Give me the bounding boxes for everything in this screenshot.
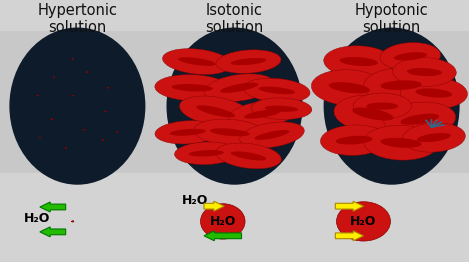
Ellipse shape [417,133,451,142]
Ellipse shape [9,28,145,185]
Ellipse shape [324,28,460,185]
Polygon shape [71,221,74,222]
Ellipse shape [204,74,274,102]
Ellipse shape [380,42,440,70]
Ellipse shape [194,119,266,145]
FancyArrow shape [204,201,224,211]
Polygon shape [51,119,53,120]
Ellipse shape [231,151,266,160]
Text: Isotonic
solution: Isotonic solution [205,3,264,35]
Ellipse shape [324,46,394,77]
Ellipse shape [334,95,412,133]
Ellipse shape [394,52,427,61]
Polygon shape [107,87,109,88]
Ellipse shape [353,93,411,119]
Polygon shape [65,148,67,149]
Polygon shape [39,137,41,138]
Ellipse shape [255,130,289,140]
Polygon shape [72,95,74,96]
Polygon shape [53,77,55,78]
Polygon shape [105,111,106,112]
Polygon shape [72,95,73,96]
Ellipse shape [155,121,220,144]
Text: Hypotonic
solution: Hypotonic solution [355,3,429,35]
FancyArrow shape [40,202,66,212]
Ellipse shape [336,136,372,145]
Ellipse shape [329,82,370,94]
Ellipse shape [352,107,393,121]
FancyArrow shape [40,227,66,237]
Ellipse shape [228,101,297,127]
Ellipse shape [311,70,387,106]
Ellipse shape [384,102,456,136]
Polygon shape [84,129,85,130]
Ellipse shape [166,28,303,185]
Ellipse shape [231,58,266,65]
Text: Hypertonic
solution: Hypertonic solution [38,3,117,35]
Text: H₂O: H₂O [350,215,377,228]
Polygon shape [37,95,38,96]
Ellipse shape [320,125,388,155]
Ellipse shape [220,83,258,93]
Polygon shape [83,129,85,130]
Ellipse shape [401,114,439,125]
Ellipse shape [163,49,231,74]
Ellipse shape [265,106,298,112]
Ellipse shape [180,96,252,127]
Polygon shape [116,132,118,133]
Ellipse shape [363,125,439,160]
FancyArrow shape [335,201,363,211]
Ellipse shape [178,57,216,66]
Polygon shape [72,221,73,222]
Polygon shape [86,72,88,73]
Polygon shape [39,137,40,138]
Ellipse shape [336,202,390,241]
Polygon shape [105,111,106,112]
Ellipse shape [258,86,295,94]
Ellipse shape [200,204,245,239]
Ellipse shape [380,138,422,148]
Ellipse shape [155,75,230,101]
Ellipse shape [210,128,250,136]
Ellipse shape [340,57,378,66]
Ellipse shape [366,102,398,110]
Ellipse shape [197,105,235,117]
Ellipse shape [416,88,452,98]
Ellipse shape [244,109,281,119]
Text: H₂O: H₂O [24,212,51,225]
Ellipse shape [170,129,205,136]
Ellipse shape [243,78,310,102]
Bar [0,31,469,173]
Ellipse shape [172,84,213,91]
Ellipse shape [251,98,312,119]
FancyArrow shape [204,231,242,241]
FancyArrow shape [335,231,363,241]
Text: H₂O: H₂O [210,215,236,228]
Ellipse shape [400,77,468,109]
Text: H₂O: H₂O [182,194,208,207]
Ellipse shape [216,50,281,73]
Ellipse shape [189,150,224,156]
Ellipse shape [363,68,439,102]
Polygon shape [102,140,104,141]
Polygon shape [53,77,54,78]
Polygon shape [72,58,74,59]
Ellipse shape [402,123,465,152]
Ellipse shape [393,58,456,86]
Ellipse shape [240,122,304,148]
Ellipse shape [380,80,422,90]
Ellipse shape [216,143,281,169]
Ellipse shape [407,68,442,76]
Polygon shape [117,132,118,133]
Ellipse shape [174,142,238,165]
Polygon shape [37,95,38,96]
